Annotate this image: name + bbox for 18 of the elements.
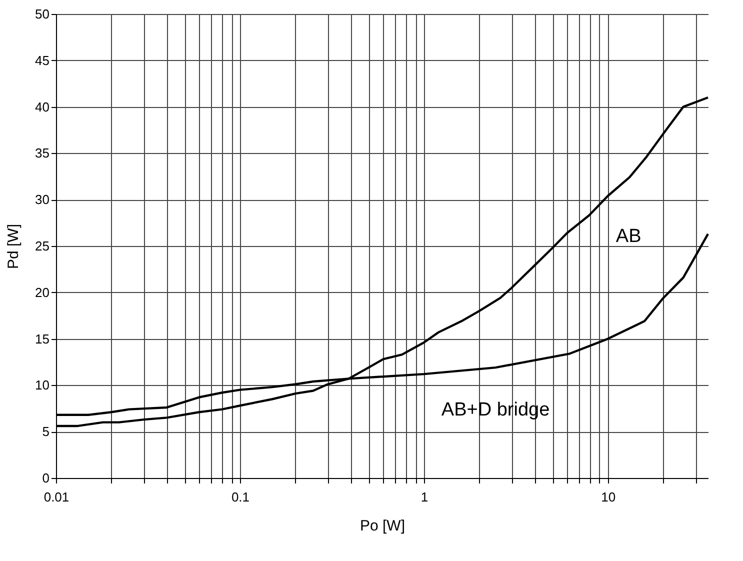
x-tick-label: 1 (420, 490, 428, 504)
y-tick-label: 35 (35, 146, 50, 161)
y-tick-label: 50 (35, 6, 50, 22)
y-tick-label: 15 (35, 331, 50, 346)
series-label: AB (616, 226, 642, 247)
y-tick-label: 40 (35, 99, 50, 114)
y-tick-label: 25 (35, 238, 50, 254)
y-tick-label: 5 (42, 424, 50, 440)
x-tick-label: 0.1 (231, 490, 250, 504)
x-axis-title: Po [W] (360, 518, 406, 534)
y-tick-label: 30 (35, 192, 50, 208)
x-tick-label: 10 (601, 490, 616, 504)
y-tick-label: 10 (35, 378, 50, 393)
y-tick-label: 20 (35, 284, 50, 300)
y-tick-label: 45 (35, 52, 50, 68)
y-axis-title: Pd [W] (5, 224, 22, 270)
x-tick-label: 0.01 (44, 490, 70, 504)
y-tick-label: 0 (42, 470, 50, 486)
